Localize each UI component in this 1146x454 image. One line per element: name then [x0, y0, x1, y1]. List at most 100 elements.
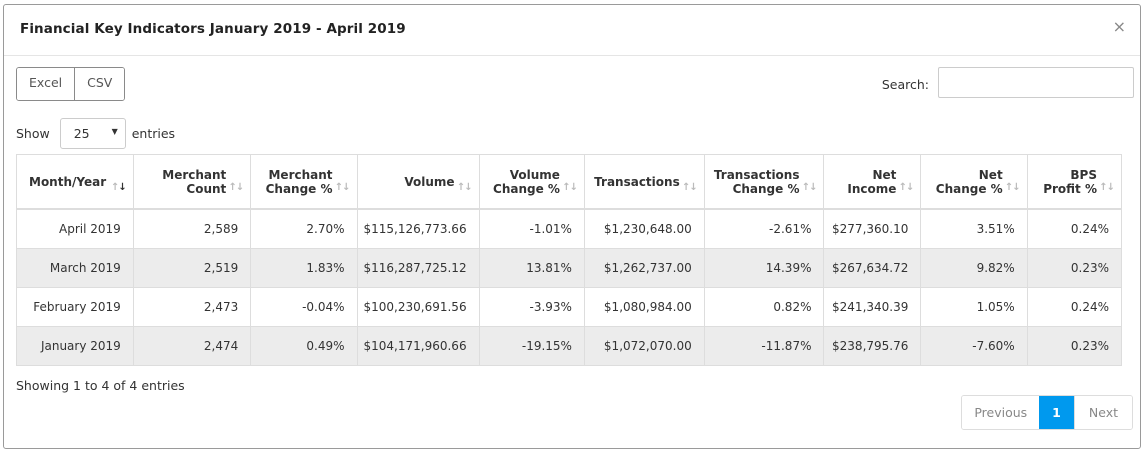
- table-cell: $238,795.76: [823, 326, 922, 366]
- table-info: Showing 1 to 4 of 4 entries: [16, 378, 185, 393]
- previous-button[interactable]: Previous: [962, 396, 1040, 429]
- column-header-line2: Change %: [732, 181, 800, 196]
- search-label: Search:: [881, 77, 929, 92]
- column-header-line1: Transactions: [713, 167, 800, 182]
- table-cell: 2,589: [132, 208, 252, 249]
- table-body: April 2019 2,589 2.70% $115,126,773.66 -1.01…: [16, 208, 1123, 366]
- export-button-group: Excel CSV: [16, 67, 126, 101]
- column-header-line2: Income: [847, 181, 897, 196]
- column-header-line2: Count: [186, 181, 227, 196]
- column-header-line1: Merchant: [162, 167, 227, 182]
- column-header-line1: Net: [978, 167, 1003, 182]
- sort-icon: ↑↓: [456, 182, 473, 193]
- close-icon[interactable]: ×: [1112, 17, 1126, 36]
- column-header[interactable]: Merchant Change % ↑↓: [250, 154, 358, 210]
- table-cell: 2.70%: [250, 208, 358, 249]
- column-header-line2: Month/Year: [29, 174, 107, 189]
- table-cell: March 2019: [16, 248, 134, 288]
- table-cell: 0.24%: [1026, 287, 1123, 327]
- table-row: January 2019 2,474 0.49% $104,171,960.66 -19…: [16, 326, 1123, 366]
- table-cell: 0.24%: [1026, 208, 1123, 249]
- next-button[interactable]: Next: [1073, 396, 1132, 429]
- page-length-select[interactable]: 25 ▼: [59, 117, 126, 149]
- header-row: Month/Year ↑↓ Merchant Count ↑↓ Merchant Chang…: [16, 154, 1123, 210]
- modal-title: Financial Key Indicators January 2019 - …: [20, 21, 406, 37]
- table-row: April 2019 2,589 2.70% $115,126,773.66 -1.01…: [16, 208, 1123, 249]
- column-header-line1: Net: [872, 167, 897, 182]
- table-cell: -7.60%: [920, 326, 1028, 366]
- table-cell: January 2019: [16, 326, 134, 366]
- table-cell: -3.93%: [478, 287, 585, 327]
- table-cell: February 2019: [16, 287, 134, 327]
- excel-button[interactable]: Excel: [17, 68, 75, 100]
- table-row: February 2019 2,473 -0.04% $100,230,691.56-…: [16, 287, 1123, 327]
- column-header-line1: Volume: [509, 167, 560, 182]
- page-length-value: 25: [73, 125, 90, 141]
- table-cell: 2,519: [132, 248, 252, 288]
- table-cell: 1.05%: [920, 287, 1028, 327]
- caret-down-icon: ▼: [111, 126, 118, 136]
- table-cell: -11.87%: [703, 326, 825, 366]
- table-cell: 2,474: [132, 326, 252, 366]
- page-length-control: Show 25 ▼ entries: [16, 117, 175, 149]
- sort-icon: ↑↓: [228, 182, 245, 193]
- table-cell: April 2019: [16, 208, 134, 249]
- column-header-line1: Merchant: [268, 167, 333, 182]
- column-header[interactable]: Merchant Count ↑↓: [132, 154, 252, 210]
- table-cell: 14.39%: [703, 248, 825, 288]
- csv-button[interactable]: CSV: [74, 68, 125, 100]
- column-header-line2: Transactions: [594, 174, 680, 189]
- table-cell: 3.51%: [920, 208, 1028, 249]
- table-cell: $277,360.10: [823, 208, 922, 249]
- column-header-line2: Volume: [404, 174, 455, 189]
- pagination: Previous 1 Next: [961, 395, 1133, 430]
- table-cell: 0.23%: [1026, 326, 1123, 366]
- sort-icon: ↑↓: [334, 182, 351, 193]
- table-cell: -2.61%: [703, 208, 825, 249]
- table-cell: $116,287,725.12: [356, 248, 480, 288]
- table-cell: 0.49%: [250, 326, 358, 366]
- table-cell: $267,634.72: [823, 248, 922, 288]
- column-header[interactable]: Net Change % ↑↓: [920, 154, 1028, 210]
- column-header-line2: Change %: [265, 181, 333, 196]
- table-cell: $104,171,960.66: [356, 326, 480, 366]
- column-header-line2: Change %: [493, 181, 560, 196]
- column-header[interactable]: Volume ↑↓: [356, 154, 480, 210]
- sort-icon: ↑↓: [1004, 182, 1021, 193]
- column-header[interactable]: BPS Profit % ↑↓: [1026, 154, 1123, 210]
- table-cell: -0.04%: [250, 287, 358, 327]
- indicators-table: Month/Year ↑↓ Merchant Count ↑↓ Merchant Chang…: [16, 154, 1123, 366]
- column-header-line2: Change %: [935, 181, 1003, 196]
- sort-descending-icon: ↑↓: [111, 182, 127, 193]
- column-header[interactable]: Transactions Change % ↑↓: [703, 154, 825, 210]
- table-cell: -1.01%: [478, 208, 585, 249]
- column-header[interactable]: Month/Year ↑↓: [16, 154, 134, 210]
- search-input[interactable]: [938, 67, 1134, 98]
- table-cell: $1,080,984.00: [583, 287, 705, 327]
- sort-icon: ↑↓: [562, 182, 578, 193]
- sort-icon: ↑↓: [1099, 182, 1115, 193]
- show-label: Show: [16, 125, 50, 141]
- sort-icon: ↑↓: [681, 182, 698, 193]
- table-cell: 2,473: [132, 287, 252, 327]
- modal-header: Financial Key Indicators January 2019 - …: [4, 5, 1140, 56]
- column-header-line1: BPS: [1070, 167, 1097, 182]
- sort-icon: ↑↓: [898, 182, 915, 193]
- table-cell: $241,340.39: [823, 287, 922, 327]
- table-cell: $115,126,773.66: [356, 208, 480, 249]
- page-button-1[interactable]: 1: [1039, 396, 1074, 429]
- entries-label: entries: [131, 125, 176, 141]
- table-row: March 2019 2,519 1.83% $116,287,725.12 13.81…: [16, 248, 1123, 288]
- column-header[interactable]: Net Income ↑↓: [823, 154, 922, 210]
- column-header[interactable]: Transactions ↑↓: [583, 154, 705, 210]
- table-cell: -19.15%: [478, 326, 585, 366]
- table-cell: $1,230,648.00: [583, 208, 705, 249]
- table-cell: $100,230,691.56: [356, 287, 480, 327]
- table-cell: 0.23%: [1026, 248, 1123, 288]
- table-cell: 1.83%: [250, 248, 358, 288]
- table-cell: 9.82%: [920, 248, 1028, 288]
- sort-icon: ↑↓: [801, 182, 818, 193]
- table-cell: 0.82%: [703, 287, 825, 327]
- column-header[interactable]: Volume Change % ↑↓: [478, 154, 585, 210]
- column-header-line2: Profit %: [1043, 181, 1097, 196]
